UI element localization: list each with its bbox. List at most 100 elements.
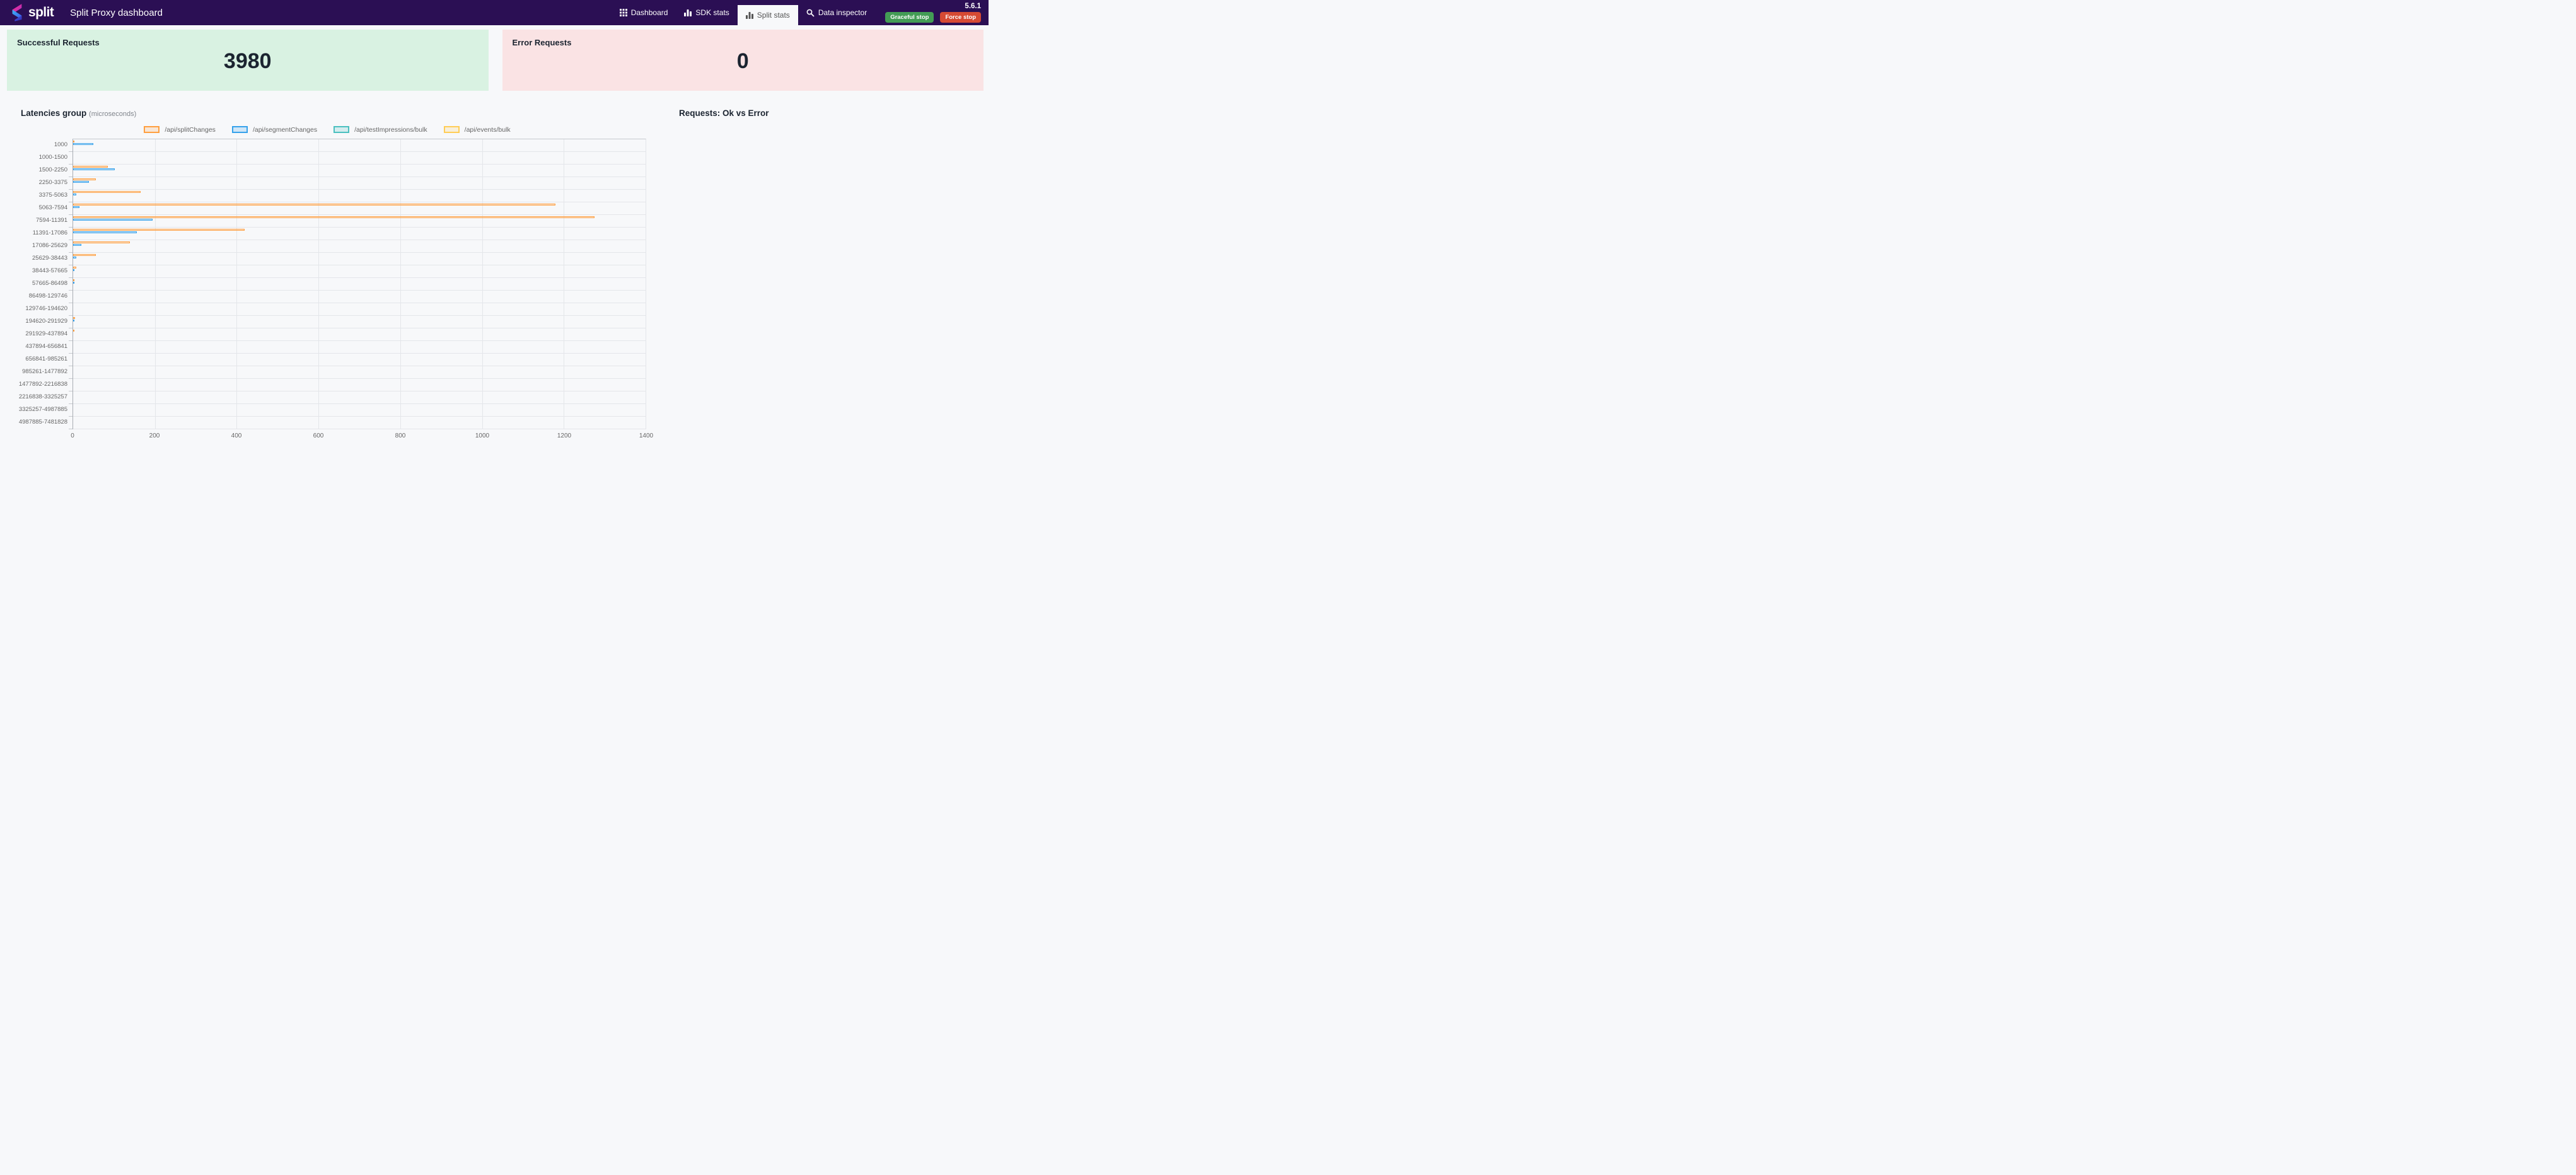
chart-row [69,190,646,202]
force-stop-button[interactable]: Force stop [940,11,981,23]
nav-split-stats[interactable]: Split stats [737,5,798,25]
chart-row [69,354,646,366]
stat-cards: Successful Requests 3980 Error Requests … [7,30,983,91]
bar--api-segmentchanges [73,269,74,272]
bar--api-splitchanges [73,253,96,257]
gridline [236,139,238,429]
legend-swatch [231,126,248,133]
chart-plot-area [69,139,646,429]
app-logo: split [10,4,54,21]
gridline [400,139,401,429]
card-title: Successful Requests [17,38,100,47]
x-axis-tick: 400 [231,432,242,439]
nav-sdk-stats[interactable]: SDK stats [676,0,737,25]
bar--api-splitchanges [73,241,130,244]
requests-pie-title: Requests: Ok vs Error [679,108,769,118]
stop-buttons: Graceful stop Force stop [885,11,981,23]
successful-requests-value: 3980 [223,49,272,73]
search-icon [806,9,815,17]
y-axis-label: 25629-38443 [32,255,67,262]
nav-label: Data inspector [818,8,867,17]
bar--api-splitchanges [73,329,74,332]
chart-row [69,240,646,253]
y-axis-label: 7594-11391 [35,217,67,224]
bar--api-splitchanges [73,178,96,181]
chart-row [69,278,646,291]
y-axis-label: 129746-194620 [25,305,67,312]
chart-row [69,417,646,429]
bar--api-segmentchanges [73,243,81,246]
latencies-chart-column: Latencies group (microseconds) /api/spli… [7,108,653,441]
y-axis-label: 4987885-7481828 [18,419,67,425]
y-axis-label: 656841-985261 [25,356,67,362]
chart-row [69,165,646,177]
legend-label: /api/testImpressions/bulk [354,125,427,134]
bar-chart-icon [745,11,753,19]
chart-row [69,265,646,278]
card-title: Error Requests [512,38,572,47]
x-axis-tick: 1200 [557,432,572,439]
bar--api-segmentchanges [73,142,94,146]
bar--api-splitchanges [73,140,74,143]
nav-label: Dashboard [630,8,668,17]
chart-row [69,303,646,316]
y-axis-label: 11391-17086 [32,229,67,236]
y-axis-label: 38443-57665 [32,267,67,274]
app-header: split Split Proxy dashboard Dashboard SDK… [0,0,989,25]
error-requests-value: 0 [736,49,749,73]
legend-label: /api/segmentChanges [252,125,318,134]
chart-row [69,139,646,152]
bar-chart-icon [684,9,692,16]
charts-section: Latencies group (microseconds) /api/spli… [7,108,983,441]
x-axis-tick: 200 [149,432,160,439]
y-axis-label: 1000-1500 [38,154,67,161]
bar--api-splitchanges [73,165,108,168]
requests-pie-column: Requests: Ok vs Error [647,108,983,441]
y-axis-label: 2216838-3325257 [18,393,67,400]
nav-dashboard[interactable]: Dashboard [612,0,676,25]
bar--api-segmentchanges [73,319,74,322]
page-title: Split Proxy dashboard [70,7,163,18]
chart-row [69,215,646,228]
y-axis-label: 291929-437894 [25,330,67,337]
y-axis-label: 86498-129746 [28,292,67,299]
x-axis-tick: 1400 [639,432,654,439]
bar--api-splitchanges [73,190,141,194]
nav-data-inspector[interactable]: Data inspector [798,0,875,25]
chart-row [69,152,646,165]
legend-label: /api/events/bulk [464,125,511,134]
chart-row [69,177,646,190]
bar--api-splitchanges [73,279,74,282]
x-axis-tick: 800 [395,432,406,439]
x-axis-tick: 600 [313,432,324,439]
chart-row [69,366,646,379]
nav-label: Split stats [757,11,790,20]
y-axis-label: 1500-2250 [38,166,67,173]
bar--api-splitchanges [73,228,245,231]
graceful-stop-button[interactable]: Graceful stop [885,11,934,23]
bar--api-splitchanges [73,216,595,219]
y-axis-label: 5063-7594 [38,204,67,211]
y-axis-label: 985261-1477892 [22,368,67,375]
x-axis-tick: 1000 [475,432,490,439]
chart-row [69,404,646,417]
y-axis-label: 437894-656841 [25,343,67,350]
bar--api-segmentchanges [73,193,77,196]
chart-row [69,202,646,215]
nav-label: SDK stats [695,8,729,17]
bar--api-segmentchanges [73,205,79,209]
version-label: 5.6.1 [965,2,981,10]
bar--api-segmentchanges [73,256,77,259]
chart-row [69,379,646,391]
gridline [154,139,156,429]
legend-item--api-segmentchanges[interactable]: /api/segmentChanges [231,125,318,134]
y-axis-label: 194620-291929 [25,318,67,325]
y-axis-labels: 1000 1000-1500 1500-2250 2250-3375 3375-5063… [7,139,73,429]
y-axis-label: 2250-3375 [38,179,67,186]
legend-item--api-splitchanges[interactable]: /api/splitChanges [144,126,216,134]
legend-item--api-testimpressions-bulk[interactable]: /api/testImpressions/bulk [334,126,427,134]
chart-row [69,253,646,265]
chart-row [69,341,646,354]
legend-item--api-events-bulk[interactable]: /api/events/bulk [443,125,511,134]
bar--api-segmentchanges [73,281,74,284]
